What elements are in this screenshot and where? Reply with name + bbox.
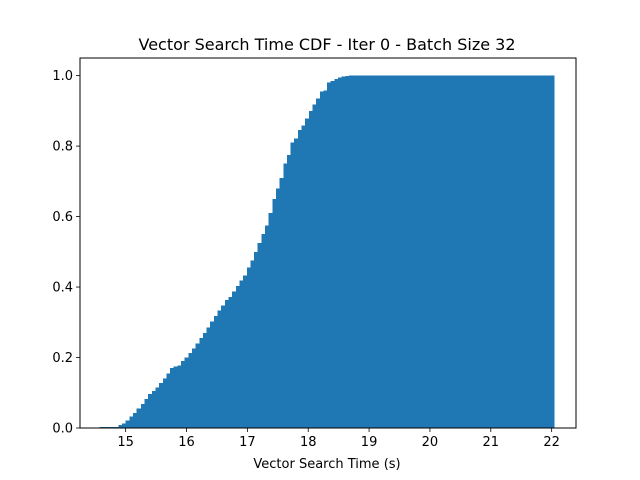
cdf-bar — [359, 75, 364, 429]
x-axis-label: Vector Search Time (s) — [253, 457, 400, 472]
cdf-bar — [305, 118, 310, 429]
cdf-bar — [250, 260, 255, 428]
cdf-bar — [170, 368, 175, 428]
cdf-bar — [121, 423, 126, 428]
cdf-bar — [312, 104, 317, 428]
cdf-bar — [202, 332, 207, 428]
cdf-bar — [352, 75, 357, 429]
cdf-bar — [308, 110, 313, 429]
cdf-bar — [232, 291, 237, 428]
cdf-bar — [319, 91, 324, 428]
cdf-bar — [144, 398, 149, 428]
x-tick-label: 22 — [543, 435, 560, 450]
cdf-bar — [228, 296, 233, 428]
cdf-bar — [341, 76, 346, 429]
cdf-bar — [221, 305, 226, 428]
cdf-bar — [199, 338, 204, 428]
cdf-bar — [213, 315, 218, 428]
x-tick-label: 16 — [178, 435, 195, 450]
cdf-bar — [316, 98, 321, 429]
cdf-bar — [330, 80, 335, 429]
cdf-bar — [261, 234, 266, 428]
x-ticks-group: 15 16 17 18 19 20 21 22 — [117, 428, 560, 450]
cdf-bar — [159, 382, 164, 428]
cdf-bar — [195, 343, 200, 428]
cdf-bar — [155, 387, 160, 428]
cdf-bar — [191, 348, 196, 428]
cdf-bar — [246, 267, 251, 428]
cdf-bar — [151, 391, 156, 428]
cdf-bar — [166, 373, 171, 428]
y-tick-label: 0.2 — [52, 351, 73, 366]
cdf-bar — [132, 412, 137, 428]
chart-title: Vector Search Time CDF - Iter 0 - Batch … — [139, 35, 516, 54]
cdf-bar — [162, 378, 167, 428]
cdf-bar — [257, 243, 262, 428]
axes-group — [79, 57, 577, 429]
cdf-bar — [297, 130, 302, 429]
cdf-bar — [268, 213, 273, 428]
cdf-bar — [286, 154, 291, 428]
cdf-bar — [148, 393, 153, 428]
x-tick-label: 17 — [239, 435, 256, 450]
cdf-bar — [125, 420, 130, 428]
cdf-bar — [338, 77, 342, 428]
cdf-bar — [283, 163, 288, 428]
y-tick-label: 0.0 — [52, 422, 73, 437]
cdf-bar — [210, 321, 215, 428]
cdf-bar — [206, 327, 211, 428]
cdf-bar — [334, 79, 339, 428]
x-tick-label: 19 — [361, 435, 378, 450]
cdf-bar — [370, 75, 552, 429]
y-tick-label: 1.0 — [52, 69, 73, 84]
x-tick-label: 15 — [117, 435, 134, 450]
cdf-bar — [224, 300, 229, 428]
cdf-bar — [349, 75, 353, 429]
cdf-bar — [294, 138, 299, 428]
bars-group — [99, 75, 555, 429]
y-tick-label: 0.8 — [52, 140, 73, 155]
cdf-bar — [243, 275, 248, 428]
cdf-bar — [327, 82, 332, 429]
cdf-bar — [323, 90, 328, 429]
cdf-bar — [140, 404, 145, 428]
cdf-bar — [184, 357, 189, 428]
y-ticks-group: 0.0 0.2 0.4 0.6 0.8 1.0 — [52, 69, 80, 437]
cdf-bar — [177, 365, 182, 428]
cdf-bar — [188, 352, 193, 428]
cdf-bar — [290, 142, 295, 428]
x-tick-label: 20 — [422, 435, 439, 450]
cdf-bar — [265, 225, 269, 428]
cdf-bar — [254, 251, 259, 428]
cdf-bar — [279, 177, 284, 428]
cdf-bar — [118, 425, 123, 428]
cdf-bar — [301, 125, 306, 428]
cdf-bar — [217, 310, 222, 428]
cdf-bar — [356, 75, 361, 429]
axes-frame — [79, 57, 577, 429]
cdf-bar — [99, 426, 119, 428]
cdf-bar — [345, 75, 350, 428]
cdf-bar — [235, 285, 240, 428]
cdf-bar — [363, 75, 368, 429]
y-tick-label: 0.6 — [52, 210, 73, 225]
cdf-bar — [551, 75, 555, 429]
x-tick-label: 21 — [483, 435, 500, 450]
cdf-bar — [129, 416, 134, 428]
y-tick-label: 0.4 — [52, 281, 73, 296]
x-tick-label: 18 — [300, 435, 317, 450]
cdf-bar — [136, 408, 142, 428]
cdf-bar — [173, 366, 178, 428]
cdf-bar — [181, 361, 185, 428]
cdf-bar — [239, 280, 244, 428]
cdf-bar — [367, 75, 372, 429]
cdf-bar — [272, 198, 277, 428]
cdf-bar — [275, 188, 280, 428]
